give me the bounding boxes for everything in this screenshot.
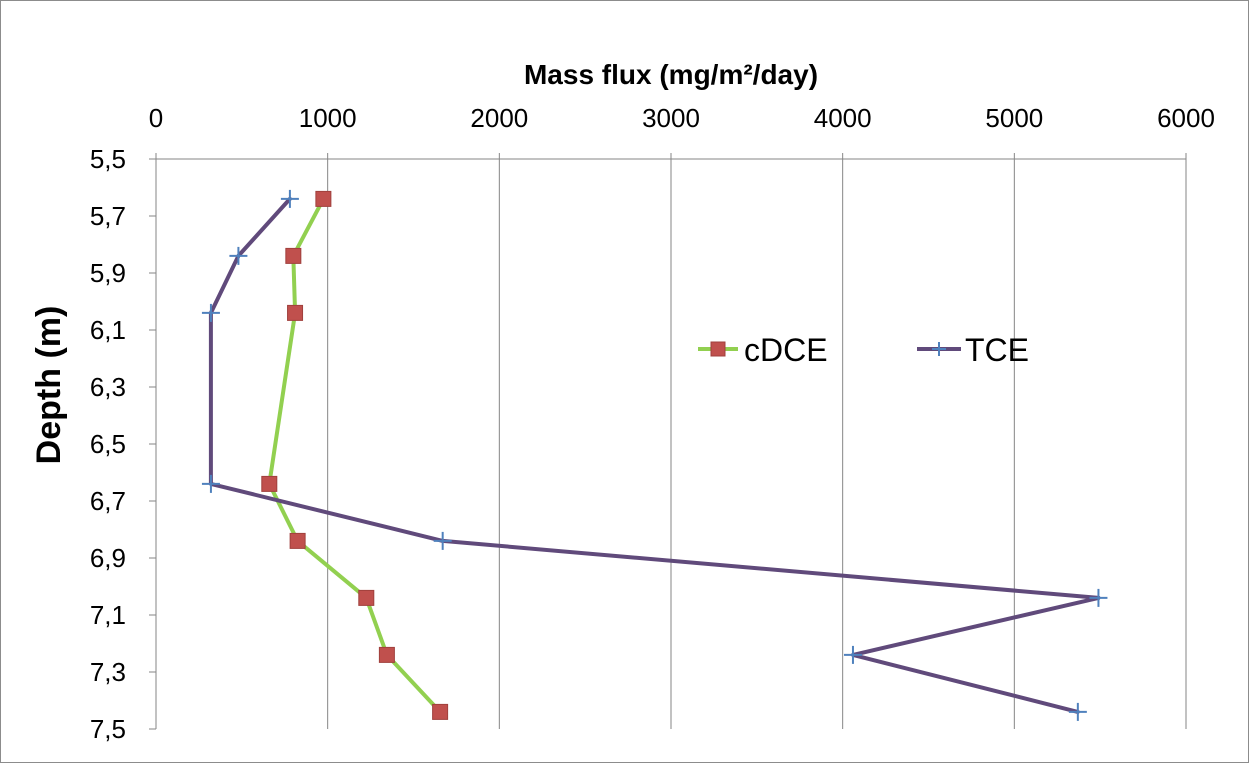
legend-tce-label: TCE [965, 332, 1029, 368]
y-axis-title: Depth (m) [30, 306, 68, 465]
legend-cdce-label: cDCE [744, 332, 828, 368]
data-point-cdce [261, 475, 278, 492]
y-tick-label: 7,5 [90, 714, 126, 744]
x-tick-label: 5000 [985, 103, 1043, 133]
data-point-tce [201, 474, 220, 493]
data-point-tce [843, 645, 862, 664]
series-line-cdce [267, 196, 443, 714]
y-tick-label: 6,9 [90, 543, 126, 573]
data-point-tce [433, 531, 452, 550]
data-point-cdce [287, 304, 304, 321]
series-markers [201, 189, 1108, 721]
data-point-tce [1089, 588, 1108, 607]
y-tick-label: 6,7 [90, 486, 126, 516]
x-tick-label: 0 [149, 103, 163, 133]
axes [149, 153, 1187, 730]
data-point-tce [1068, 702, 1087, 721]
legend-cdce-marker [710, 341, 726, 357]
data-point-cdce [432, 703, 449, 720]
legend: cDCE TCE [698, 332, 1029, 368]
y-tick-label: 7,3 [90, 657, 126, 687]
y-tick-label: 6,3 [90, 372, 126, 402]
data-point-cdce [289, 532, 306, 549]
y-tick-label: 7,1 [90, 600, 126, 630]
data-point-tce [201, 303, 220, 322]
x-tick-label: 1000 [299, 103, 357, 133]
x-tick-label: 3000 [642, 103, 700, 133]
y-tick-label: 6,5 [90, 429, 126, 459]
x-tick-label: 6000 [1157, 103, 1215, 133]
x-tick-label: 4000 [814, 103, 872, 133]
data-point-tce [280, 189, 299, 208]
vertical-gridlines [327, 159, 1187, 729]
y-tick-label: 6,1 [90, 315, 126, 345]
x-axis-title: Mass flux (mg/m²/day) [524, 59, 818, 90]
series-line-tce [208, 196, 1101, 714]
y-tick-label: 5,7 [90, 201, 126, 231]
series-lines [208, 196, 1101, 714]
y-tick-label: 5,5 [90, 144, 126, 174]
y-tick-label: 5,9 [90, 258, 126, 288]
data-point-cdce [378, 646, 395, 663]
data-point-tce [229, 246, 248, 265]
data-point-cdce [358, 589, 375, 606]
x-tick-label: 2000 [470, 103, 528, 133]
data-point-cdce [315, 190, 332, 207]
data-point-cdce [285, 247, 302, 264]
